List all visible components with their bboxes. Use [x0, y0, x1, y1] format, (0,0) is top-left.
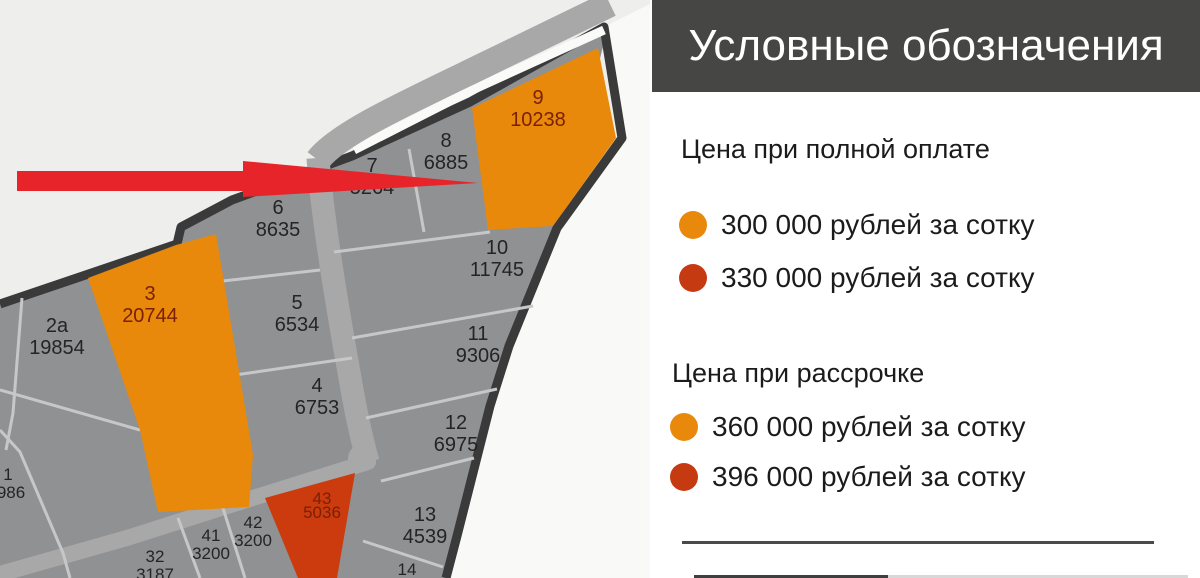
legend-header: Условные обозначения [652, 0, 1200, 92]
red-dot-icon [679, 264, 707, 292]
plot-label-42: 42 [244, 513, 263, 532]
plot-label-11: 9306 [456, 345, 501, 367]
plot-3[interactable] [88, 234, 253, 512]
plot-label-4: 6753 [295, 397, 340, 419]
legend-heading-full-payment: Цена при полной оплате [681, 134, 990, 164]
plot-label-43: 5036 [303, 503, 341, 522]
plot-label-3: 20744 [122, 305, 178, 327]
plot-label-6: 6 [272, 197, 283, 219]
plot-label-32: 32 [146, 547, 165, 566]
plot-label-11: 11 [468, 323, 489, 345]
road-main-internal [306, 157, 380, 466]
plot-label-43: 43 [313, 489, 332, 508]
red-dot-icon [670, 463, 698, 491]
orange-dot-icon [679, 211, 707, 239]
plot-9[interactable] [472, 48, 616, 230]
plot-map[interactable]: 91023886885752646863510117453207442а1985… [0, 0, 655, 578]
bottom-dark-sliver [694, 575, 888, 578]
legend-item: 330 000 рублей за сотку [679, 262, 1035, 293]
legend-item-label: 300 000 рублей за сотку [721, 209, 1035, 240]
legend-title: Условные обозначения [688, 21, 1164, 70]
legend-item-label: 330 000 рублей за сотку [721, 262, 1035, 293]
plot-label-32: 3187 [136, 565, 174, 578]
plot-label-1: 986 [0, 483, 25, 502]
legend-item: 360 000 рублей за сотку [670, 411, 1026, 442]
border-gap [351, 25, 606, 155]
plot-label-13: 13 [414, 504, 436, 526]
map-outside-area [446, 4, 650, 578]
plot-label-6: 8635 [256, 219, 301, 241]
plot-43[interactable] [265, 473, 355, 578]
plot-label-8: 6885 [424, 152, 469, 174]
plot-label-42: 3200 [234, 531, 272, 550]
plot-label-5: 6534 [275, 314, 320, 336]
plot-label-5: 5 [291, 292, 302, 314]
plot-label-13: 4539 [403, 526, 448, 548]
plot-label-9: 9 [532, 87, 543, 109]
legend-item: 396 000 рублей за сотку [670, 461, 1026, 492]
plot-label-10: 11745 [470, 259, 524, 281]
plot-label-1: 1 [3, 465, 12, 484]
legend-heading-installment: Цена при рассрочке [672, 358, 925, 388]
plot-separators [0, 148, 534, 578]
legend-item: 300 000 рублей за сотку [679, 209, 1035, 240]
plot-labels: 91023886885752646863510117453207442а1985… [0, 87, 566, 578]
red-arrow-pointer [17, 161, 478, 197]
plot-label-3: 3 [144, 283, 155, 305]
plot-label-9: 10238 [510, 109, 566, 131]
plot-label-2a: 2а [46, 315, 69, 337]
legend-item-label: 360 000 рублей за сотку [712, 411, 1026, 442]
plot-label-8: 8 [440, 130, 451, 152]
orange-dot-icon [670, 413, 698, 441]
plot-label-4: 4 [311, 375, 322, 397]
bottom-gray-sliver [888, 575, 1188, 578]
plot-label-41: 41 [202, 526, 221, 545]
plot-label-12: 12 [445, 412, 467, 434]
legend-panel: Условные обозначения Цена при полной опл… [650, 0, 1200, 578]
plot-label-12: 6975 [434, 434, 479, 456]
plot-label-14: 14 [398, 560, 417, 578]
plot-label-2a: 19854 [29, 337, 85, 359]
legend-item-label: 396 000 рублей за сотку [712, 461, 1026, 492]
plot-label-7: 7 [366, 155, 377, 177]
legend-divider [682, 541, 1154, 544]
plot-label-41: 3200 [192, 544, 230, 563]
road-external [307, 0, 616, 169]
plot-label-10: 10 [486, 237, 508, 259]
